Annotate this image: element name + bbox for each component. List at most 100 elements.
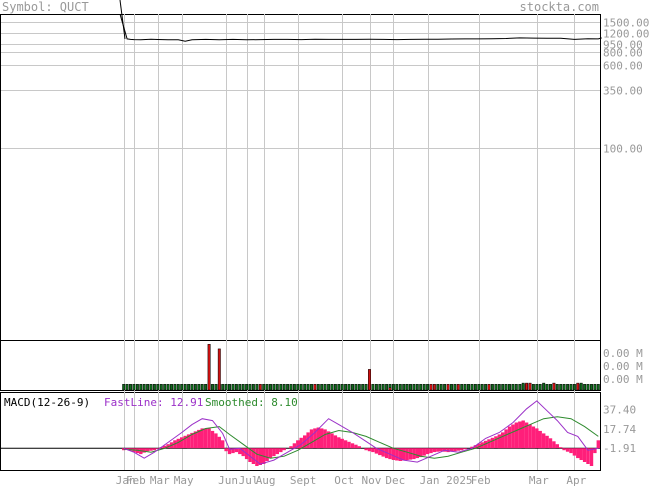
volume-bar [426, 384, 430, 391]
volume-spike-bar [525, 382, 529, 391]
macd-histogram-bar [449, 448, 454, 452]
price-line [119, 13, 602, 42]
volume-bar [272, 384, 276, 391]
macd-tick-label: 37.40 [603, 403, 636, 416]
macd-histogram-bar [275, 448, 279, 455]
volume-bar [204, 384, 208, 391]
volume-bar [545, 384, 549, 391]
volume-bar [477, 384, 481, 391]
volume-bar [535, 384, 539, 391]
macd-histogram-bar [200, 428, 204, 449]
volume-bar [436, 384, 440, 391]
volume-bar [132, 384, 136, 391]
macd-histogram-bar [572, 448, 577, 456]
macd-histogram-bar [555, 444, 559, 449]
volume-bar [473, 384, 477, 391]
macd-histogram-bar [163, 445, 167, 449]
volume-bar [316, 384, 320, 391]
volume-bar [347, 384, 351, 391]
volume-bar [549, 384, 552, 391]
volume-bar [299, 384, 303, 391]
macd-histogram-bar [142, 448, 146, 453]
macd-histogram-bar [576, 448, 580, 459]
macd-histogram-bar [145, 448, 150, 452]
macd-histogram-bar [279, 448, 283, 453]
macd-histogram-bar [272, 448, 276, 457]
macd-histogram-bar [483, 440, 488, 449]
macd-histogram-bar [518, 421, 522, 449]
macd-histogram-bar [217, 436, 221, 449]
volume-bar [275, 384, 279, 391]
site-label: stockta.com [519, 0, 599, 14]
volume-bar [494, 384, 498, 391]
macd-histogram-bar [364, 448, 368, 451]
volume-tick-label: 0.00 M [603, 373, 643, 386]
macd-histogram-bar [429, 448, 433, 454]
macd-fastline-label: FastLine: 12.91 [104, 396, 203, 409]
volume-bar [402, 384, 406, 391]
macd-histogram-bar [531, 426, 536, 449]
volume-bar [122, 384, 126, 391]
month-label: Dec [385, 474, 405, 486]
month-label: Aug [256, 474, 276, 486]
volume-tick-label: 0.00 M [603, 347, 643, 360]
volume-bar [569, 384, 573, 391]
volume-bar [262, 384, 266, 391]
volume-bar [310, 384, 313, 391]
volume-spike-bar [217, 348, 221, 391]
macd-histogram-bar [149, 448, 153, 451]
macd-histogram-bar [494, 436, 498, 449]
macd-histogram-bar [559, 447, 563, 449]
macd-fast-line [123, 400, 599, 465]
price-tick-label: 350.00 [603, 85, 643, 98]
volume-bar [176, 384, 180, 391]
macd-histogram-bar [593, 448, 597, 454]
month-label: Mar [150, 474, 170, 486]
volume-bar [251, 384, 255, 391]
volume-bar [323, 384, 327, 391]
volume-bar [398, 384, 402, 391]
volume-bar [508, 384, 511, 391]
macd-histogram-bar [511, 424, 515, 449]
macd-histogram-bar [282, 448, 286, 451]
volume-bar [214, 384, 218, 391]
volume-bar [238, 384, 242, 391]
macd-histogram-bar [122, 448, 126, 451]
volume-bar [170, 384, 173, 391]
volume-bar [429, 384, 433, 391]
volume-bar [197, 384, 201, 391]
volume-bar [555, 384, 559, 391]
macd-panel-frame [0, 392, 601, 471]
volume-bar [559, 384, 563, 391]
volume-spike-bar [528, 382, 532, 391]
macd-histogram-bar [241, 448, 245, 457]
month-label: Jan [116, 474, 136, 486]
volume-bar [245, 384, 249, 391]
volume-bar [354, 384, 358, 391]
macd-histogram-bar [197, 429, 201, 449]
macd-histogram-bar [419, 448, 423, 458]
volume-bar [381, 384, 385, 391]
macd-histogram-bar [238, 448, 242, 455]
volume-bar [340, 384, 344, 391]
price-tick-label: 800.00 [603, 47, 643, 60]
volume-bar [490, 384, 494, 391]
month-label: Feb [126, 474, 146, 486]
volume-bar [313, 384, 317, 391]
volume-bar [371, 384, 375, 391]
macd-histogram-bar [596, 440, 600, 449]
macd-histogram-bar [299, 437, 303, 449]
macd-histogram-bar [255, 448, 259, 466]
macd-histogram-bar [374, 448, 379, 454]
volume-bar [166, 384, 170, 391]
macd-histogram-bar [582, 448, 587, 462]
macd-histogram-bar [234, 448, 239, 453]
macd-histogram-bar [180, 437, 184, 449]
macd-histogram-bar [412, 448, 416, 460]
volume-bar [258, 384, 262, 391]
month-label: Jul [239, 474, 259, 486]
volume-bar [501, 384, 505, 391]
macd-smoothed-line [123, 416, 599, 459]
macd-histogram-bar [507, 426, 512, 449]
volume-spike-bar [542, 382, 546, 391]
